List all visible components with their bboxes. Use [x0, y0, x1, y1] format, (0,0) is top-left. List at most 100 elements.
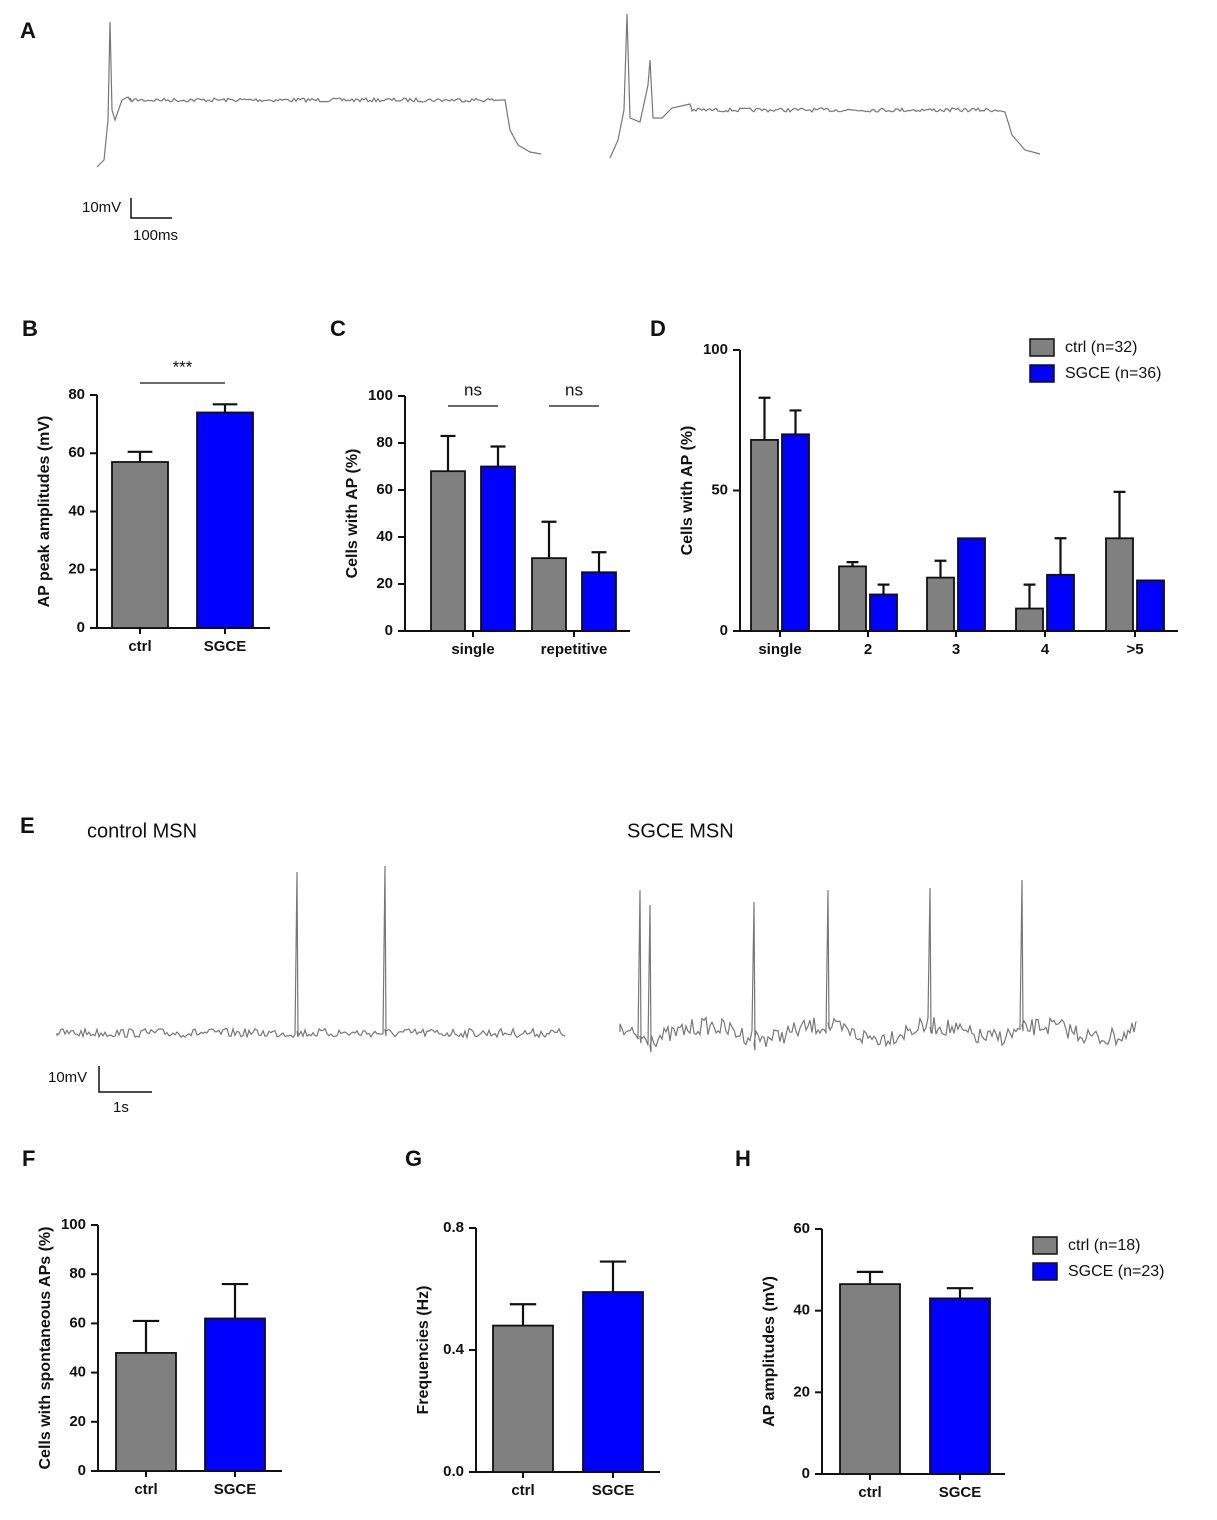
error-bar — [758, 396, 771, 440]
significance-label: ns — [565, 380, 583, 399]
y-tick-label: 100 — [703, 341, 728, 358]
bar — [750, 439, 779, 632]
scale-label: 10mV — [82, 199, 121, 216]
x-tick-label: ctrl — [128, 638, 151, 655]
error-bar — [877, 583, 890, 595]
significance-label: *** — [173, 357, 193, 376]
panel-letter: B — [22, 316, 38, 341]
x-tick-label: SGCE — [592, 1482, 635, 1499]
trace — [609, 13, 1041, 159]
scale-bar — [130, 198, 172, 219]
y-tick-label: 0.8 — [443, 1219, 464, 1236]
error-bar — [946, 1287, 974, 1299]
y-tick-label: 50 — [711, 481, 728, 498]
y-axis-label: Frequencies (Hz) — [415, 1286, 432, 1415]
legend-swatch — [1032, 1262, 1058, 1281]
trace-label: SGCE MSN — [627, 820, 734, 842]
bar — [869, 593, 898, 632]
bar — [196, 411, 254, 629]
y-tick-label: 40 — [376, 528, 393, 545]
x-tick-label: single — [451, 641, 494, 658]
bar — [115, 1352, 177, 1472]
y-tick-label: 0 — [802, 1465, 810, 1482]
error-bar — [856, 1270, 884, 1285]
bar — [531, 557, 567, 632]
y-tick-label: 20 — [793, 1383, 810, 1400]
legend-swatch — [1029, 364, 1055, 383]
error-bar — [212, 403, 238, 413]
panel-letter: H — [735, 1146, 751, 1171]
error-bar — [1023, 583, 1036, 609]
x-tick-label: ctrl — [858, 1484, 881, 1501]
y-axis-label: Cells with AP (%) — [679, 426, 696, 556]
error-bar — [934, 559, 947, 578]
y-tick-label: 60 — [68, 444, 85, 461]
y-tick-label: 40 — [68, 502, 85, 519]
x-tick-label: ctrl — [134, 1481, 157, 1498]
y-tick-label: 60 — [376, 481, 393, 498]
error-bar — [509, 1303, 537, 1326]
bar — [1136, 579, 1165, 632]
bar — [839, 1283, 901, 1475]
trace — [619, 879, 1137, 1053]
y-axis-label: AP peak amplitudes (mV) — [36, 416, 53, 608]
y-axis-label: AP amplitudes (mV) — [761, 1276, 778, 1427]
y-axis-label: Cells with AP (%) — [344, 449, 361, 579]
error-bar — [1113, 490, 1126, 539]
trace — [96, 21, 542, 168]
bar — [1105, 537, 1134, 632]
x-tick-label: single — [758, 641, 801, 658]
bar — [957, 537, 986, 632]
y-tick-label: 100 — [61, 1216, 86, 1233]
bar — [838, 565, 867, 632]
bar — [204, 1317, 266, 1472]
x-tick-label: repetitive — [541, 641, 608, 658]
error-bar — [541, 520, 557, 559]
y-tick-label: 0 — [385, 622, 393, 639]
error-bar — [440, 434, 456, 472]
x-tick-label: 3 — [952, 641, 960, 658]
bar — [111, 461, 169, 629]
panel-letter: D — [650, 316, 666, 341]
y-tick-label: 0 — [78, 1462, 86, 1479]
x-tick-label: SGCE — [939, 1484, 982, 1501]
error-bar — [132, 1319, 160, 1353]
y-tick-label: 60 — [793, 1220, 810, 1237]
legend-label: ctrl (n=18) — [1068, 1237, 1140, 1254]
y-tick-label: 80 — [376, 434, 393, 451]
legend-label: ctrl (n=32) — [1065, 339, 1137, 356]
bar — [581, 571, 617, 632]
significance-label: ns — [464, 380, 482, 399]
x-tick-label: SGCE — [204, 638, 247, 655]
y-tick-label: 80 — [69, 1265, 86, 1282]
legend-swatch — [1029, 338, 1055, 357]
y-tick-label: 0.0 — [443, 1463, 464, 1480]
x-tick-label: 4 — [1041, 641, 1050, 658]
panel-letter: F — [22, 1146, 35, 1171]
error-bar — [789, 409, 802, 435]
panel-letter: E — [20, 813, 35, 838]
scale-bar — [98, 1066, 152, 1093]
scale-label: 10mV — [48, 1069, 87, 1086]
y-tick-label: 40 — [69, 1364, 86, 1381]
bar — [926, 576, 955, 632]
error-bar — [1054, 537, 1067, 575]
x-tick-label: ctrl — [511, 1482, 534, 1499]
panel-letter: G — [405, 1146, 422, 1171]
bar — [1046, 573, 1075, 632]
bar — [1015, 607, 1044, 632]
trace-label: control MSN — [87, 820, 197, 842]
bar — [929, 1297, 991, 1475]
legend-swatch — [1032, 1236, 1058, 1255]
error-bar — [490, 445, 506, 467]
y-tick-label: 0 — [77, 619, 85, 636]
error-bar — [599, 1260, 627, 1293]
y-tick-label: 20 — [376, 575, 393, 592]
bar — [781, 433, 810, 632]
y-tick-label: 40 — [793, 1302, 810, 1319]
y-tick-label: 20 — [69, 1413, 86, 1430]
bar — [430, 470, 466, 632]
scale-label: 1s — [113, 1099, 129, 1116]
bar — [582, 1291, 644, 1473]
